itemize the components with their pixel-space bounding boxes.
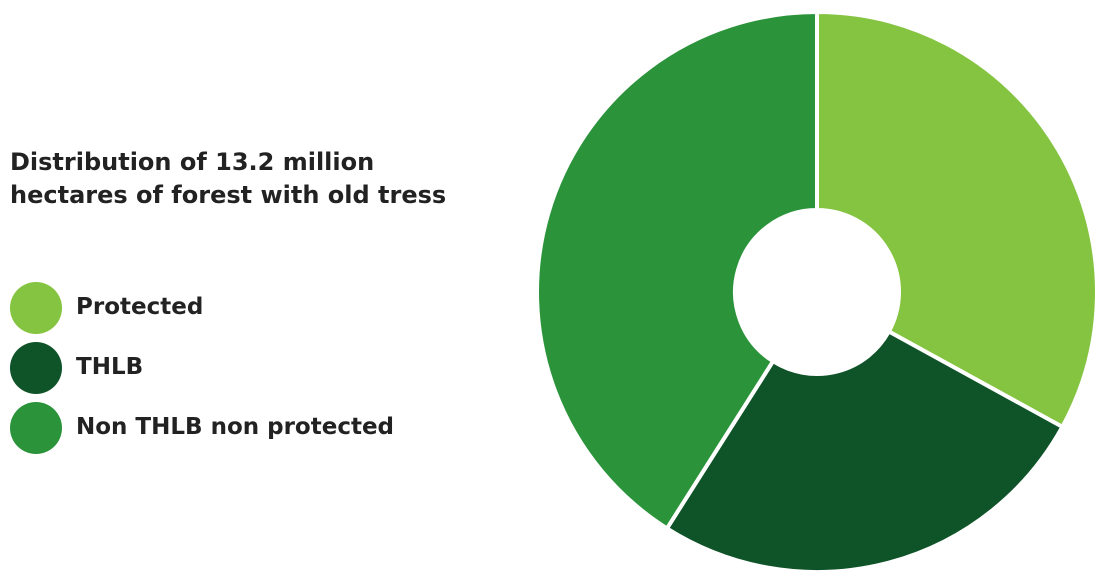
chart-title-line-1: Distribution of 13.2 million bbox=[10, 148, 375, 176]
legend-swatch-protected bbox=[10, 282, 62, 334]
donut-slice-non-thlb-non-protected bbox=[535, 10, 819, 531]
legend-label-protected: Protected bbox=[76, 294, 204, 320]
legend-swatch-thlb bbox=[10, 342, 62, 394]
chart-title-line-2: hectares of forest with old tress bbox=[10, 181, 447, 209]
legend-swatch-non-thlb-non-protected bbox=[10, 402, 62, 454]
legend-label-thlb: THLB bbox=[76, 354, 144, 380]
donut-slice-protected bbox=[815, 10, 1096, 429]
chart-title: Distribution of 13.2 million hectares of… bbox=[10, 146, 480, 212]
donut-slice-thlb bbox=[664, 329, 1065, 574]
legend-label-non-thlb-non-protected: Non THLB non protected bbox=[76, 414, 395, 440]
